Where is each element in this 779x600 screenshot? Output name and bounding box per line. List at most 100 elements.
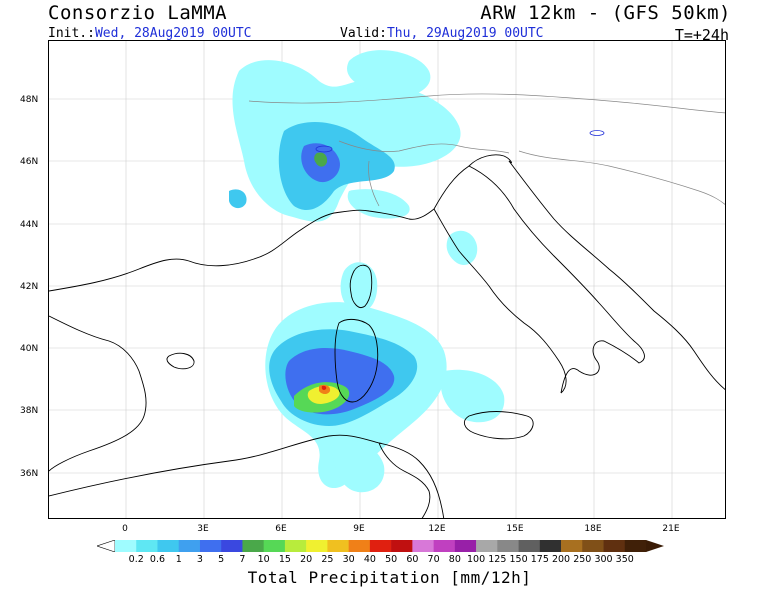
colorbar-level-label: 60	[406, 554, 419, 565]
colorbar-level-label: 30	[342, 554, 355, 565]
colorbar	[97, 540, 664, 552]
coastline-balearics	[166, 352, 195, 370]
lat-label-42n: 42N	[20, 282, 39, 292]
colorbar-swatch	[242, 540, 264, 552]
precip-swiss-light	[347, 50, 431, 98]
precip-area-alps	[229, 50, 461, 222]
colorbar-labels: 0.2 0.6 1 3 5 7 10 15 20 25 30 40 50 60 70 80 100 125 150 1…	[97, 554, 664, 566]
border-balkans	[518, 150, 725, 205]
precipitation-map	[48, 40, 726, 519]
colorbar-level-label: 3	[196, 554, 203, 565]
lon-label-0: 0	[122, 524, 128, 534]
coastline-spain-east	[49, 315, 147, 472]
precip-nw-spot	[229, 189, 247, 209]
colorbar-level-label: 150	[509, 554, 528, 565]
colorbar-swatch	[539, 540, 562, 552]
border-central-europe	[248, 93, 725, 114]
lake-geneva	[315, 145, 333, 153]
colorbar-under-arrow	[97, 540, 116, 552]
colorbar-swatch	[136, 540, 158, 552]
colorbar-title: Total Precipitation [mm/12h]	[247, 568, 532, 587]
colorbar-swatch	[561, 540, 583, 552]
colorbar-swatch	[306, 540, 328, 552]
coastline-tunisia	[378, 442, 431, 518]
colorbar-swatch	[157, 540, 180, 552]
colorbar-swatch	[582, 540, 604, 552]
colorbar-level-label: 200	[551, 554, 571, 565]
colorbar-level-label: 0.2	[128, 554, 144, 565]
colorbar-level-label: 20	[300, 554, 313, 565]
colorbar-level-label: 5	[218, 554, 225, 565]
colorbar-swatch	[412, 540, 434, 552]
precip-sardinia-yellow	[307, 385, 340, 404]
colorbar-swatch	[476, 540, 498, 552]
init-value: Wed, 28Aug2019 00UTC	[94, 26, 252, 41]
colorbar-swatch	[454, 540, 477, 552]
colorbar-level-label: 100	[467, 554, 486, 565]
forecast-timestep: T=+24h	[674, 26, 729, 44]
init-time: Init.:Wed, 28Aug2019 00UTC	[48, 26, 252, 41]
colorbar-level-label: 350	[615, 554, 634, 565]
colorbar-level-label: 0.6	[149, 554, 166, 565]
colorbar-swatch	[284, 540, 307, 552]
lon-label-18e: 18E	[584, 524, 602, 534]
colorbar-swatch	[115, 540, 137, 552]
coastline-france-iberia	[49, 208, 435, 292]
colorbar-level-label: 300	[594, 554, 613, 565]
lat-label-36n: 36N	[20, 469, 39, 479]
colorbar-swatch	[348, 540, 371, 552]
colorbar-swatch	[369, 540, 392, 552]
lon-label-9e: 9E	[353, 524, 365, 534]
precip-area-sardinia	[265, 262, 505, 493]
lon-label-12e: 12E	[428, 524, 446, 534]
lat-label-44n: 44N	[20, 220, 39, 230]
lat-label-40n: 40N	[20, 344, 39, 354]
colorbar-level-label: 10	[257, 554, 270, 565]
colorbar-swatch	[327, 540, 349, 552]
coastline-adriatic-balkans	[508, 160, 725, 390]
precip-alps-heavy	[314, 152, 328, 167]
precip-riviera-light	[347, 189, 410, 219]
product-title: Consorzio LaMMA	[48, 2, 228, 24]
colorbar-swatch	[178, 540, 201, 552]
colorbar-level-label: 80	[448, 554, 461, 565]
valid-label: Valid:	[340, 26, 387, 41]
lon-label-3e: 3E	[197, 524, 209, 534]
colorbar-level-label: 175	[530, 554, 549, 565]
coastline-north-adriatic	[468, 154, 512, 167]
colorbar-level-label: 15	[278, 554, 291, 565]
coastline-sardinia	[334, 318, 379, 403]
coastline-italy-west	[433, 208, 567, 394]
valid-time: Valid:Thu, 29Aug2019 00UTC	[340, 26, 544, 41]
colorbar-swatch	[391, 540, 413, 552]
colorbar-level-label: 25	[321, 554, 334, 565]
colorbar-level-label: 70	[427, 554, 440, 565]
lat-label-48n: 48N	[20, 95, 39, 105]
lon-label-15e: 15E	[506, 524, 524, 534]
colorbar-swatch	[221, 540, 243, 552]
colorbar-swatch	[624, 540, 647, 552]
lon-label-6e: 6E	[275, 524, 287, 534]
coastline-sicily	[463, 411, 534, 440]
model-label: ARW 12km - (GFS 50km)	[480, 2, 731, 24]
lake-balaton	[589, 130, 605, 136]
border-france-italy	[368, 160, 380, 207]
lat-label-38n: 38N	[20, 406, 39, 416]
border-alps	[338, 140, 510, 154]
colorbar-level-label: 1	[175, 554, 182, 565]
colorbar-swatch	[263, 540, 286, 552]
colorbar-level-label: 250	[573, 554, 592, 565]
precip-corsica-light	[340, 262, 378, 312]
colorbar-swatch	[603, 540, 626, 552]
valid-value: Thu, 29Aug2019 00UTC	[386, 26, 544, 41]
coastline-north-africa	[49, 434, 445, 518]
map-coastlines	[49, 154, 725, 518]
colorbar-level-label: 50	[385, 554, 398, 565]
map-lakes	[315, 130, 605, 153]
map-borders	[248, 93, 725, 207]
colorbar-swatch	[518, 540, 541, 552]
colorbar-swatch	[199, 540, 222, 552]
coastline-italy-east	[433, 165, 645, 394]
precip-sardinia-core	[321, 385, 327, 390]
precip-sicily-light	[440, 369, 505, 423]
